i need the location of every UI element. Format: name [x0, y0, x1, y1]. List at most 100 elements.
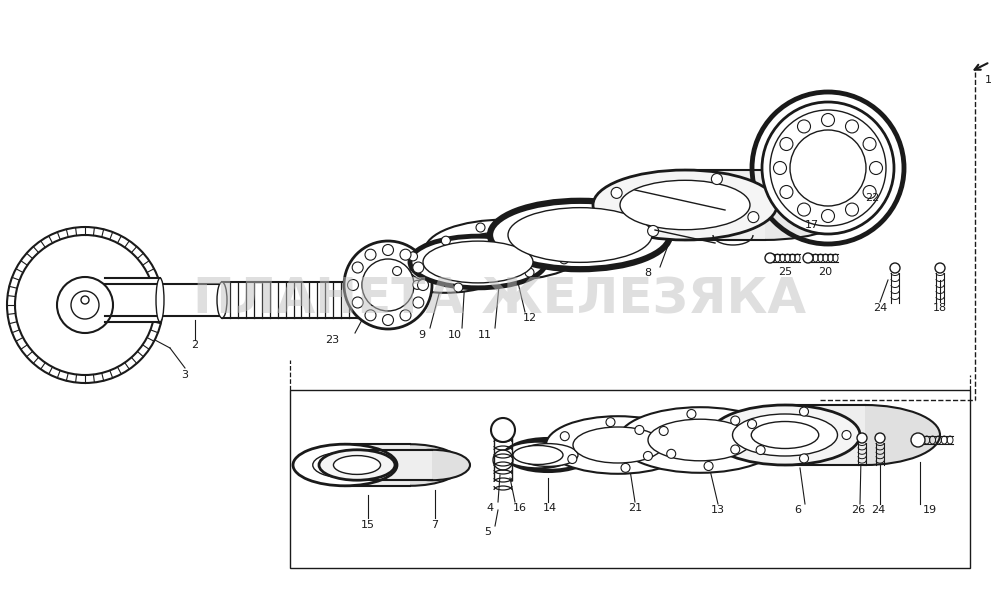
Text: 23: 23 — [325, 335, 339, 345]
Circle shape — [731, 445, 740, 454]
Circle shape — [780, 185, 793, 198]
Ellipse shape — [503, 442, 573, 468]
Text: 8: 8 — [644, 268, 652, 278]
Circle shape — [365, 249, 376, 260]
Circle shape — [863, 185, 876, 198]
Ellipse shape — [333, 456, 381, 475]
Circle shape — [798, 120, 810, 133]
Circle shape — [57, 277, 113, 333]
Ellipse shape — [790, 405, 940, 465]
Polygon shape — [357, 450, 432, 480]
Circle shape — [400, 249, 411, 260]
Circle shape — [525, 223, 534, 232]
Circle shape — [485, 273, 494, 282]
Circle shape — [382, 314, 394, 326]
Circle shape — [803, 253, 813, 263]
Circle shape — [491, 418, 515, 442]
Circle shape — [413, 297, 424, 308]
Circle shape — [875, 433, 885, 443]
Text: 11: 11 — [478, 330, 492, 340]
Circle shape — [560, 255, 569, 264]
Text: 26: 26 — [851, 505, 865, 515]
Ellipse shape — [648, 419, 752, 461]
Circle shape — [687, 409, 696, 419]
Ellipse shape — [618, 407, 782, 473]
Circle shape — [441, 255, 450, 264]
Ellipse shape — [293, 444, 397, 486]
Circle shape — [621, 463, 630, 472]
Circle shape — [606, 418, 615, 426]
Text: 19: 19 — [923, 505, 937, 515]
Circle shape — [525, 268, 534, 277]
Circle shape — [71, 291, 99, 319]
Bar — [222, 282, 365, 318]
Circle shape — [409, 252, 418, 261]
Circle shape — [476, 223, 485, 232]
Text: 18: 18 — [933, 303, 947, 313]
Circle shape — [748, 211, 759, 223]
Ellipse shape — [394, 450, 470, 480]
Text: 12: 12 — [523, 313, 537, 323]
Circle shape — [15, 235, 155, 375]
Ellipse shape — [710, 405, 860, 465]
Circle shape — [762, 102, 894, 234]
Ellipse shape — [546, 416, 690, 474]
Circle shape — [413, 280, 422, 289]
Circle shape — [352, 297, 363, 308]
Text: 4: 4 — [486, 503, 494, 513]
Text: 6: 6 — [794, 505, 802, 515]
Ellipse shape — [751, 422, 819, 448]
Ellipse shape — [423, 241, 533, 283]
Text: 25: 25 — [778, 267, 792, 277]
Circle shape — [863, 137, 876, 150]
Circle shape — [711, 173, 722, 185]
Ellipse shape — [593, 170, 777, 240]
Polygon shape — [345, 444, 410, 486]
Circle shape — [731, 416, 740, 425]
Text: 3: 3 — [182, 370, 188, 380]
Text: 1: 1 — [985, 75, 992, 85]
Text: 7: 7 — [431, 520, 439, 530]
Ellipse shape — [508, 208, 652, 263]
Circle shape — [352, 262, 363, 273]
Circle shape — [568, 454, 577, 463]
Circle shape — [913, 435, 923, 445]
Circle shape — [611, 187, 622, 198]
Circle shape — [449, 248, 458, 257]
Circle shape — [765, 253, 775, 263]
Circle shape — [774, 162, 786, 175]
Circle shape — [560, 432, 569, 441]
Text: 16: 16 — [513, 503, 527, 513]
Text: 14: 14 — [543, 503, 557, 513]
Ellipse shape — [156, 278, 164, 322]
Circle shape — [560, 236, 569, 245]
Circle shape — [483, 257, 492, 266]
Text: 24: 24 — [871, 505, 885, 515]
Text: 22: 22 — [865, 193, 879, 203]
Text: 21: 21 — [628, 503, 642, 513]
Circle shape — [790, 130, 866, 206]
Ellipse shape — [319, 450, 395, 480]
Circle shape — [362, 259, 414, 311]
Text: 20: 20 — [818, 267, 832, 277]
Circle shape — [648, 226, 659, 236]
Ellipse shape — [457, 232, 553, 268]
Circle shape — [780, 137, 793, 150]
Circle shape — [365, 310, 376, 321]
Circle shape — [493, 450, 513, 470]
Circle shape — [748, 419, 757, 428]
Ellipse shape — [410, 236, 546, 288]
Circle shape — [344, 241, 432, 329]
Ellipse shape — [620, 181, 750, 230]
Circle shape — [7, 227, 163, 383]
Circle shape — [476, 268, 485, 277]
Circle shape — [659, 426, 668, 435]
Circle shape — [846, 120, 858, 133]
Text: 24: 24 — [873, 303, 887, 313]
Ellipse shape — [490, 201, 670, 269]
Circle shape — [935, 263, 945, 273]
Ellipse shape — [358, 444, 462, 486]
Circle shape — [756, 446, 765, 454]
Circle shape — [890, 263, 900, 273]
Text: ПЛАНЕТА ЖЕЛЕЗЯКА: ПЛАНЕТА ЖЕЛЕЗЯКА — [193, 276, 807, 324]
